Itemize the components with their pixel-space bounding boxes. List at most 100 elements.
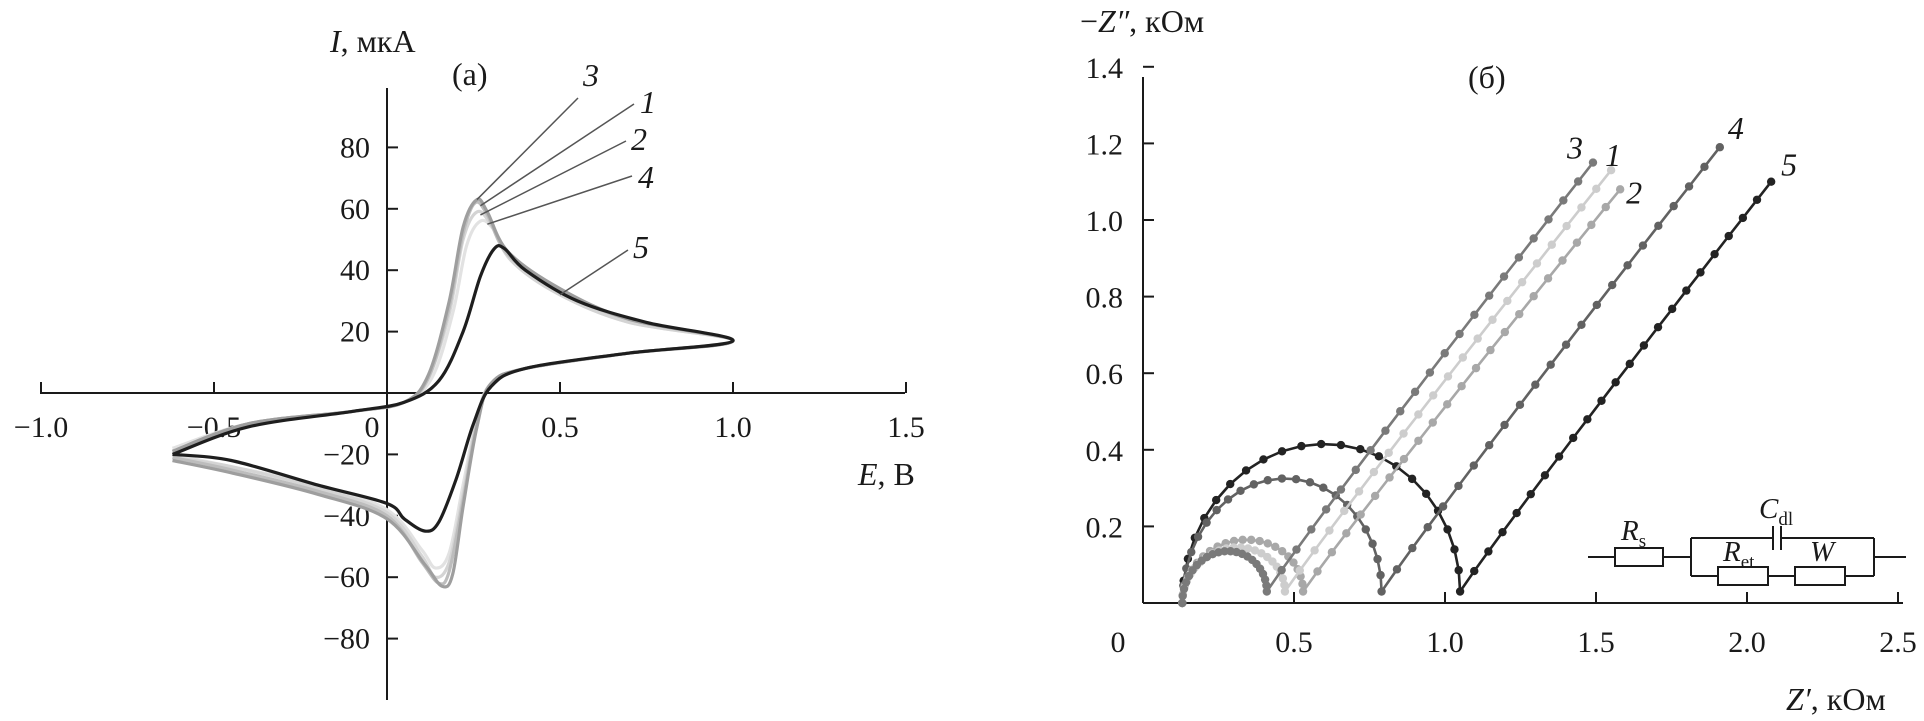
eis-point-3: [1220, 547, 1229, 556]
cv-leader-line: [487, 175, 633, 225]
eis-point-4: [1654, 221, 1663, 231]
eis-point-4: [1202, 518, 1211, 527]
eis-point-3: [1351, 465, 1360, 475]
eis-point-5: [1259, 455, 1268, 464]
eis-point-5: [1682, 286, 1691, 295]
cv-x-axis-label: E, В: [857, 456, 915, 492]
eis-point-5: [1667, 304, 1677, 314]
equivalent-circuit: [1588, 526, 1906, 586]
eis-point-3: [1381, 426, 1390, 435]
eis-point-1: [1278, 574, 1288, 583]
eis-point-2: [1529, 292, 1538, 301]
eis-point-4: [1515, 400, 1525, 410]
eis-y-tick-label: 0.8: [1086, 282, 1124, 315]
eis-point-1: [1295, 566, 1304, 575]
eis-point-5: [1710, 249, 1719, 259]
eis-x-axis-label: Z′, кОм: [1786, 681, 1886, 717]
eis-point-3: [1588, 158, 1598, 167]
eis-point-5: [1336, 440, 1346, 450]
eis-point-5: [1484, 547, 1493, 556]
eis-point-2: [1399, 454, 1409, 464]
eis-point-1: [1369, 467, 1379, 477]
eis-point-3: [1307, 525, 1316, 534]
cv-curves: [171, 197, 735, 589]
cv-y-tick-label: −20: [323, 438, 370, 471]
eis-x-tick-label: 2.0: [1728, 626, 1766, 659]
eis-point-4: [1408, 543, 1417, 553]
eis-point-3: [1470, 310, 1479, 320]
eis-point-5: [1421, 489, 1431, 498]
eis-point-3: [1178, 591, 1187, 601]
eis-point-5: [1297, 441, 1306, 451]
cv-y-tick-label: −80: [323, 623, 370, 656]
eis-point-4: [1577, 320, 1586, 330]
eis-point-3: [1321, 505, 1331, 514]
eis-point-5: [1454, 566, 1463, 575]
eis-point-2: [1255, 536, 1264, 546]
eis-point-4: [1263, 476, 1272, 485]
eis-point-5: [1226, 479, 1235, 489]
eis-point-1: [1354, 487, 1364, 496]
eis-point-1: [1488, 315, 1497, 324]
eis-point-4: [1373, 554, 1382, 564]
eis-point-5: [1211, 495, 1221, 505]
eis-point-5: [1443, 525, 1452, 534]
eis-point-5: [1407, 474, 1417, 484]
cv-y-axis-label: I, мкА: [329, 23, 416, 59]
eis-y-tick-label: 1.2: [1086, 128, 1124, 161]
eis-point-5: [1611, 378, 1620, 387]
cv-curve-label-1: 1: [640, 84, 656, 120]
eis-point-2: [1298, 579, 1307, 589]
eis-point-4: [1592, 300, 1602, 310]
eis-point-2: [1414, 436, 1423, 445]
eis-point-4: [1715, 143, 1725, 152]
eis-point-4: [1561, 340, 1571, 349]
eis-point-2: [1298, 587, 1308, 596]
cv-panel-label: (а): [452, 56, 488, 92]
eis-point-4: [1546, 360, 1555, 369]
eis-point-3: [1529, 234, 1538, 243]
eis-point-5: [1498, 527, 1507, 537]
eis-point-4: [1187, 547, 1196, 557]
eis-point-3: [1410, 387, 1420, 397]
eis-point-1: [1532, 259, 1542, 268]
eis-point-1: [1503, 296, 1512, 306]
eis-point-2: [1271, 542, 1280, 552]
eis-point-3: [1178, 598, 1187, 608]
eis-y-tick-label: 0.4: [1086, 435, 1124, 468]
eis-x-tick-label: 1.5: [1577, 626, 1615, 659]
cv-leader-line: [480, 103, 635, 207]
eis-point-2: [1442, 400, 1452, 409]
eis-y-tick-label: 1.4: [1086, 52, 1124, 85]
eis-point-3: [1179, 584, 1189, 594]
cv-x-tick-label: 1.0: [714, 411, 752, 444]
eis-point-2: [1356, 510, 1365, 519]
cv-x-tick-label: 0.5: [541, 411, 579, 444]
eis-point-5: [1738, 213, 1748, 223]
eis-point-4: [1193, 532, 1203, 541]
eis-point-5: [1241, 466, 1251, 475]
eis-point-5: [1470, 566, 1479, 576]
eis-point-4: [1361, 525, 1370, 534]
eis-point-2: [1247, 535, 1256, 545]
cv-x-tick-label: 0: [365, 411, 380, 444]
eis-point-1: [1384, 448, 1393, 457]
eis-point-5: [1724, 231, 1733, 241]
cv-y-tick-label: 60: [340, 193, 370, 226]
eis-point-1: [1428, 391, 1438, 400]
eis-point-4: [1623, 261, 1632, 270]
eis-curve-5: [1181, 180, 1773, 604]
eis-point-3: [1277, 565, 1286, 575]
eis-point-2: [1486, 345, 1495, 355]
eis-point-2: [1385, 473, 1394, 482]
eis-point-5: [1356, 445, 1365, 454]
eis-point-4: [1291, 475, 1301, 484]
eis-point-3: [1262, 581, 1271, 590]
eis-point-3: [1544, 215, 1553, 224]
eis-point-2: [1471, 363, 1481, 373]
cv-y-tick-label: −60: [323, 561, 370, 594]
eis-point-2: [1327, 548, 1337, 557]
eis-point-3: [1499, 272, 1509, 281]
eis-point-3: [1262, 587, 1272, 596]
